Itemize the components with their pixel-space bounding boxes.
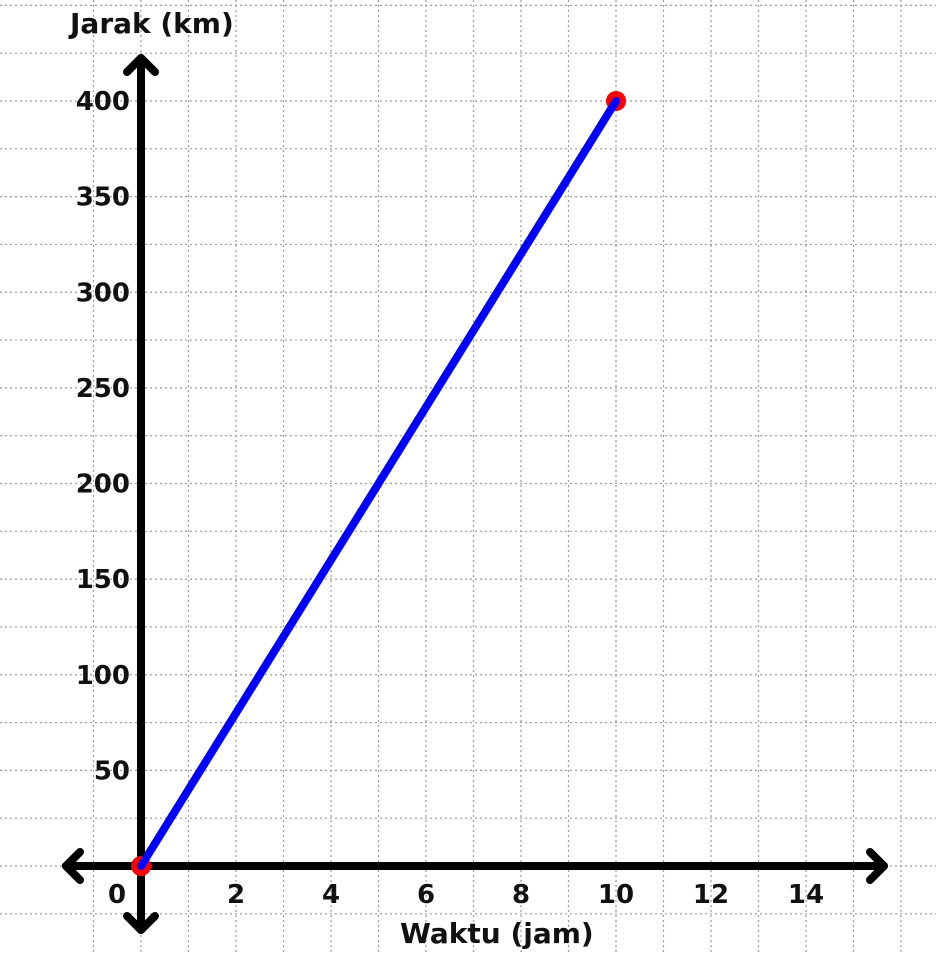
series-line <box>137 97 620 870</box>
y-axis-arrow-up <box>123 54 159 76</box>
y-axis-title: Jarak (km) <box>68 7 234 40</box>
y-tick-label: 350 <box>76 183 130 213</box>
x-tick-label: 0 <box>108 880 126 910</box>
y-tick-label: 50 <box>94 756 130 786</box>
y-tick-label: 300 <box>76 278 130 308</box>
x-tick-label: 6 <box>417 880 435 910</box>
y-axis-arrow-down <box>123 912 159 934</box>
y-tick-label: 400 <box>76 87 130 117</box>
axes <box>62 54 888 934</box>
y-tick-label: 200 <box>76 470 130 500</box>
data-marks <box>131 91 626 876</box>
x-tick-label: 12 <box>693 880 729 910</box>
x-tick-label: 10 <box>598 880 634 910</box>
x-tick-label: 2 <box>227 880 245 910</box>
tick-labels: 0 2 4 6 8 10 12 14 50 100 150 200 250 300 350 400 <box>76 87 824 910</box>
x-tick-label: 8 <box>512 880 530 910</box>
x-tick-label: 14 <box>788 880 824 910</box>
x-axis-arrow-right <box>866 848 888 884</box>
y-tick-label: 100 <box>76 661 130 691</box>
x-axis-arrow-left <box>62 848 84 884</box>
x-axis-title: Waktu (jam) <box>400 917 594 950</box>
x-tick-label: 4 <box>322 880 340 910</box>
y-tick-label: 150 <box>76 565 130 595</box>
y-tick-label: 250 <box>76 374 130 404</box>
